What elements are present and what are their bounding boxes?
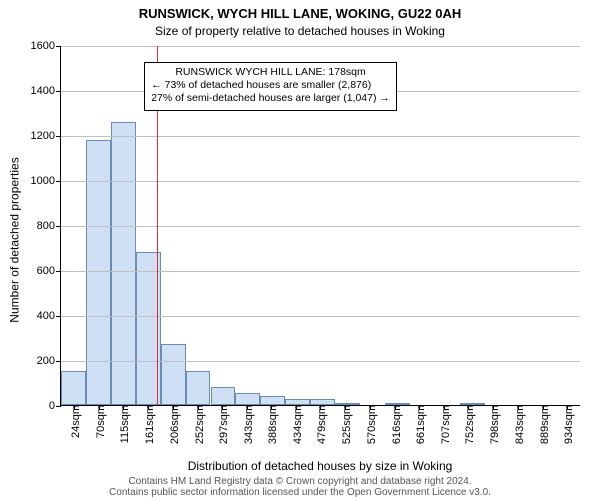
x-tick-label: 343sqm (243, 405, 255, 444)
x-tick-label: 798sqm (489, 405, 501, 444)
x-tick-label: 70sqm (95, 405, 107, 438)
y-tick-label: 1600 (31, 40, 61, 52)
histogram-bar (86, 140, 111, 406)
attribution-line: Contains public sector information licen… (0, 487, 600, 498)
chart-title: RUNSWICK, WYCH HILL LANE, WOKING, GU22 0… (0, 6, 600, 21)
x-tick-label: 525sqm (341, 405, 353, 444)
gridline (61, 46, 580, 47)
x-tick-label: 570sqm (366, 405, 378, 444)
attribution-line: Contains HM Land Registry data © Crown c… (0, 476, 600, 487)
histogram-bar (61, 371, 86, 405)
y-tick-label: 200 (37, 355, 61, 367)
histogram-bar (186, 371, 211, 405)
histogram-bar (211, 387, 236, 405)
histogram-bar (161, 344, 186, 405)
x-tick-label: 707sqm (440, 405, 452, 444)
x-axis-label: Distribution of detached houses by size … (60, 459, 580, 473)
y-tick-label: 800 (37, 220, 61, 232)
attribution-text: Contains HM Land Registry data © Crown c… (0, 476, 600, 498)
y-tick-label: 600 (37, 265, 61, 277)
x-tick-label: 206sqm (169, 405, 181, 444)
plot-area: 0200400600800100012001400160024sqm70sqm1… (60, 46, 580, 406)
gridline (61, 181, 580, 182)
histogram-bar (111, 122, 136, 406)
histogram-bar (235, 393, 260, 405)
x-tick-label: 434sqm (292, 405, 304, 444)
chart-subtitle: Size of property relative to detached ho… (0, 24, 600, 38)
y-tick-label: 1400 (31, 85, 61, 97)
x-tick-label: 115sqm (119, 405, 131, 443)
x-tick-label: 388sqm (267, 405, 279, 444)
x-tick-label: 889sqm (539, 405, 551, 444)
x-tick-label: 161sqm (144, 405, 156, 444)
annotation-line: 27% of semi-detached houses are larger (… (151, 92, 390, 105)
gridline (61, 361, 580, 362)
x-tick-label: 661sqm (415, 405, 427, 444)
x-tick-label: 934sqm (563, 405, 575, 444)
y-axis-label-text: Number of detached properties (8, 157, 22, 322)
gridline (61, 226, 580, 227)
gridline (61, 136, 580, 137)
x-tick-label: 752sqm (464, 405, 476, 444)
y-tick-label: 1200 (31, 130, 61, 142)
x-tick-label: 252sqm (194, 405, 206, 444)
x-tick-label: 616sqm (391, 405, 403, 444)
x-tick-label: 843sqm (514, 405, 526, 444)
gridline (61, 271, 580, 272)
annotation-line: RUNSWICK WYCH HILL LANE: 178sqm (151, 66, 390, 79)
x-tick-label: 297sqm (218, 405, 230, 444)
histogram-bar (260, 396, 285, 405)
y-axis-label: Number of detached properties (6, 40, 24, 440)
histogram-chart: RUNSWICK, WYCH HILL LANE, WOKING, GU22 0… (0, 0, 600, 500)
x-tick-label: 479sqm (316, 405, 328, 444)
x-tick-label: 24sqm (70, 405, 82, 438)
y-tick-label: 0 (49, 400, 61, 412)
gridline (61, 316, 580, 317)
y-tick-label: 400 (37, 310, 61, 322)
annotation-box: RUNSWICK WYCH HILL LANE: 178sqm← 73% of … (144, 62, 397, 110)
y-tick-label: 1000 (31, 175, 61, 187)
annotation-line: ← 73% of detached houses are smaller (2,… (151, 79, 390, 92)
